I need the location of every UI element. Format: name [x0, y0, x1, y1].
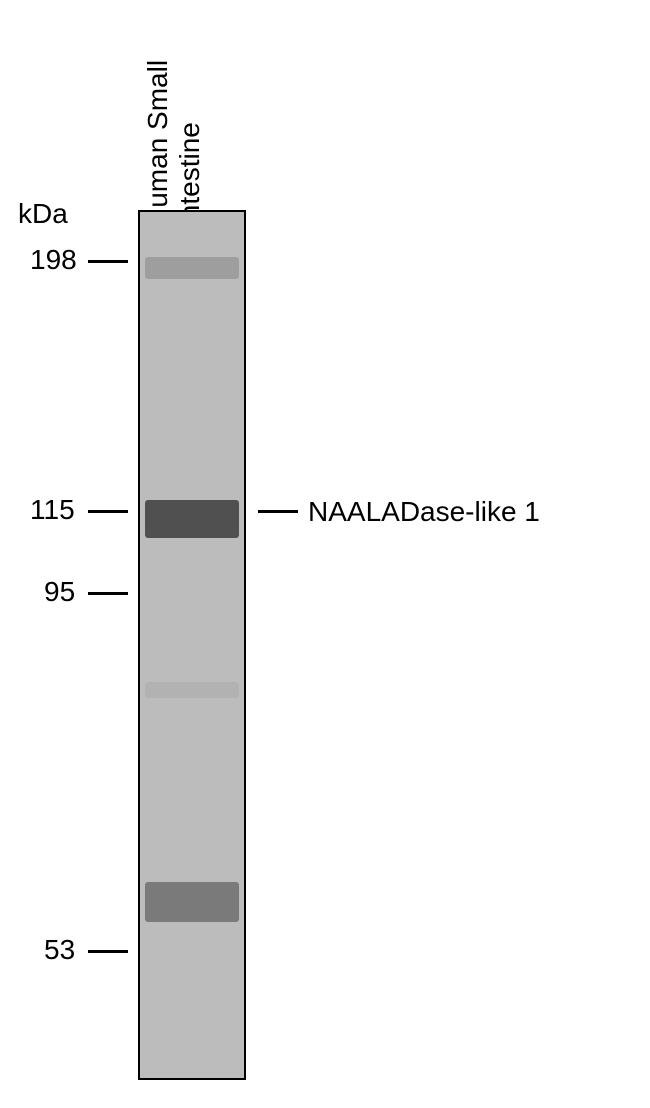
band-198 — [145, 257, 239, 279]
marker-label-198: 198 — [30, 244, 77, 276]
marker-tick-53 — [88, 950, 128, 953]
marker-tick-198 — [88, 260, 128, 263]
blot-lane — [138, 210, 246, 1080]
marker-tick-95 — [88, 592, 128, 595]
kda-axis-label: kDa — [18, 198, 68, 230]
band-low — [145, 882, 239, 922]
marker-label-95: 95 — [44, 576, 75, 608]
marker-tick-115 — [88, 510, 128, 513]
protein-indicator-line — [258, 510, 298, 513]
band-115-main — [145, 500, 239, 538]
marker-label-53: 53 — [44, 934, 75, 966]
marker-label-115: 115 — [30, 494, 75, 526]
band-faint — [145, 682, 239, 698]
protein-name-label: NAALADase-like 1 — [308, 496, 540, 528]
lane-label-line1: Human Small — [144, 60, 172, 228]
